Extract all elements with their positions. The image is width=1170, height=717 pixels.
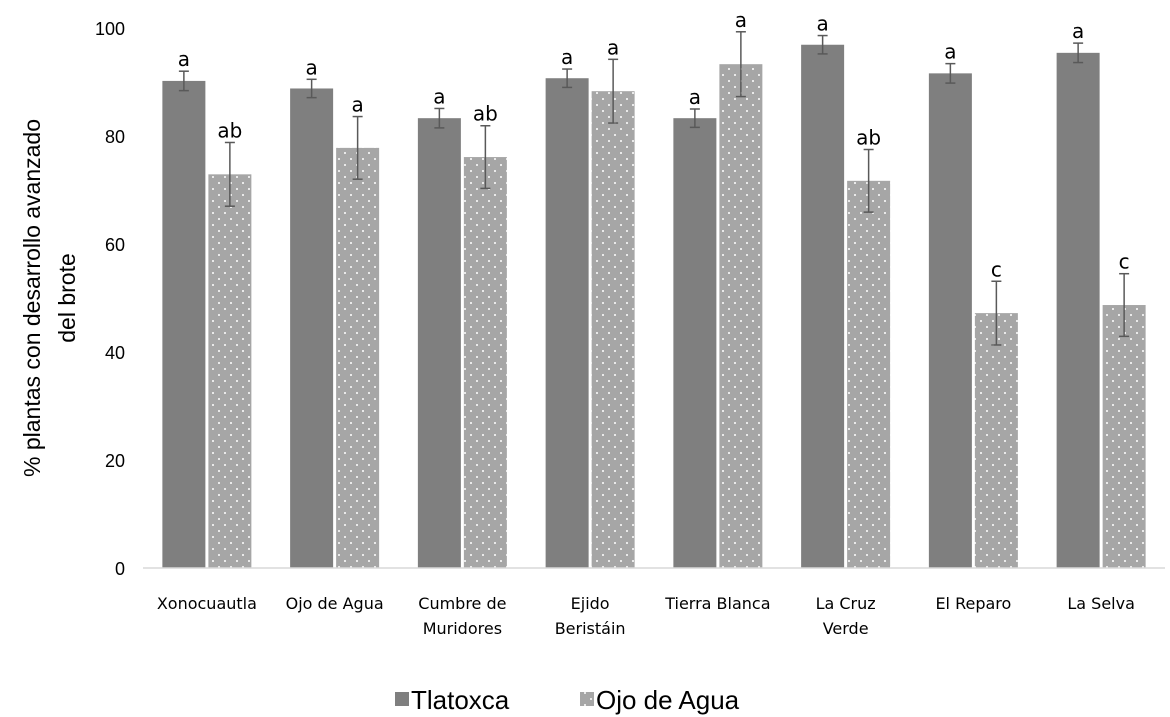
y-axis-title-line: % plantas con desarrollo avanzado — [19, 119, 45, 477]
significance-label: a — [735, 8, 747, 32]
x-category-label: Ejido — [571, 594, 610, 613]
x-category-label: La Selva — [1067, 594, 1135, 613]
significance-label: c — [1119, 250, 1130, 274]
y-tick-label: 60 — [105, 235, 125, 255]
significance-label: a — [561, 45, 573, 69]
bar — [591, 91, 635, 569]
legend-swatch — [580, 692, 594, 706]
bar — [336, 147, 380, 568]
y-tick-label: 100 — [95, 19, 125, 39]
bar — [928, 73, 972, 569]
legend-label: Tlatoxca — [411, 685, 510, 715]
bar — [719, 64, 763, 569]
significance-label: ab — [856, 126, 881, 150]
x-category-label: Xonocuautla — [157, 594, 257, 613]
significance-label: a — [689, 85, 701, 109]
significance-label: a — [944, 40, 956, 64]
x-category-label: Muridores — [423, 619, 502, 638]
bars: a ab a a a ab a a a a a ab a c a c — [162, 8, 1146, 569]
bar — [1056, 52, 1100, 568]
bar — [463, 157, 507, 568]
x-category-label: Cumbre de — [418, 594, 506, 613]
y-tick-label: 80 — [105, 127, 125, 147]
bar — [673, 118, 717, 569]
x-category-label: Tierra Blanca — [664, 594, 770, 613]
y-axis-title-line: del brote — [54, 253, 80, 343]
legend-label: Ojo de Agua — [596, 685, 740, 715]
y-tick-label: 0 — [115, 559, 125, 579]
bar — [1102, 305, 1146, 568]
significance-label: ab — [217, 118, 242, 142]
x-category-label: El Reparo — [935, 594, 1011, 613]
y-axis: 0 20 40 60 80 100 — [95, 19, 125, 579]
bar — [290, 88, 334, 568]
legend: Tlatoxca Ojo de Agua — [395, 685, 740, 715]
bar — [417, 118, 461, 569]
bar — [847, 180, 891, 568]
significance-label: a — [433, 84, 445, 108]
x-category-label: Verde — [823, 619, 869, 638]
legend-swatch — [395, 692, 409, 706]
x-category-label: Ojo de Agua — [286, 594, 384, 613]
bar — [208, 174, 252, 568]
bar — [162, 80, 206, 569]
significance-label: a — [178, 47, 190, 71]
bar — [801, 44, 845, 569]
x-axis: Xonocuautla Ojo de Agua Cumbre de Muridores… — [143, 567, 1165, 638]
bar — [545, 78, 589, 568]
y-tick-label: 20 — [105, 451, 125, 471]
significance-label: a — [1072, 19, 1084, 43]
x-category-label: Beristáin — [555, 619, 626, 638]
significance-label: a — [816, 12, 828, 36]
significance-label: a — [305, 55, 317, 79]
significance-label: a — [607, 35, 619, 59]
x-category-label: La Cruz — [816, 594, 876, 613]
y-axis-title: % plantas con desarrollo avanzado del bro… — [19, 119, 80, 477]
significance-label: c — [991, 257, 1002, 281]
bar — [974, 313, 1018, 568]
y-tick-label: 40 — [105, 343, 125, 363]
significance-label: ab — [473, 102, 498, 126]
significance-label: a — [351, 93, 363, 117]
